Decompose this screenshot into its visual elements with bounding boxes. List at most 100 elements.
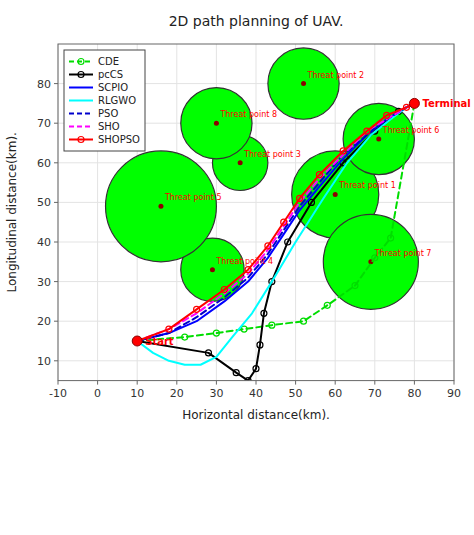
tick-y [54,162,58,163]
tick-label-x: 0 [94,387,101,400]
tick-label-x: 20 [170,387,184,400]
tick-label-y: 60 [37,157,51,170]
grid [58,44,454,381]
path-line [137,103,414,364]
legend-label: PSO [98,108,118,119]
tick-label-y: 30 [37,276,51,289]
path-marker [364,128,370,134]
path-line [137,103,414,380]
path-line [137,103,414,341]
title: 2D path planning of UAV. [169,13,344,29]
legend-label: CDE [98,56,119,67]
path-marker [324,302,330,308]
threat-center [210,267,215,272]
threat-center [158,204,163,209]
tick-label-y: 50 [37,196,51,209]
path-marker [285,239,291,245]
legend-swatch [69,61,93,63]
path-marker [388,235,394,241]
grid-line-y [58,360,454,361]
path-marker [352,283,358,289]
tick-y [54,242,58,243]
legend-label: SCPIO [98,82,128,93]
tick-label-x: 30 [209,387,223,400]
tick-y [54,321,58,322]
path-line [137,103,414,341]
path-marker [340,148,346,154]
tick-y [54,123,58,124]
endpoint-label: Start [145,336,174,347]
path-marker [308,199,314,205]
tick-label-x: 40 [249,387,263,400]
tick-label-x: 70 [368,387,382,400]
path-marker [233,370,239,376]
path-marker [261,310,267,316]
legend-swatch [69,74,93,76]
legend-swatch [69,100,93,102]
tick-label-x: 10 [130,387,144,400]
threat-circle [181,88,252,159]
legend-swatch [69,139,93,141]
tick-x [176,381,177,385]
legend: CDEpcCSSCPIORLGWOPSOSHOSHOPSO [64,50,145,151]
tick-y [54,83,58,84]
legend-swatch [69,126,93,128]
threat-label: Threat point 3 [243,150,301,159]
endpoint [132,336,142,346]
grid-line-x [256,44,257,381]
y-axis-label: Longitudinal distance(km). [5,132,19,292]
tick-label-x: 50 [289,387,303,400]
path-marker [301,318,307,324]
path-line [137,103,414,341]
path-marker [221,287,227,293]
tick-label-y: 20 [37,315,51,328]
threat-circle [323,214,418,309]
threat-label: Threat point 1 [338,181,396,190]
threat-label: Threat point 2 [307,71,365,80]
threat-label: Threat point 6 [382,126,440,135]
threat-center [238,160,243,165]
legend-swatch-marker [78,137,84,143]
path-marker [166,326,172,332]
legend-swatch [69,113,93,115]
path-marker [253,366,259,372]
path-marker [257,342,263,348]
path-marker [245,267,251,273]
x-axis-label: Horizontal distance(km). [182,408,330,422]
tick-x [97,381,98,385]
legend-label: SHOPSO [98,134,140,145]
path-line [137,103,414,341]
tick-y [54,281,58,282]
threat-label: Threat point 5 [164,193,222,202]
endpoint [409,98,419,108]
path-marker [281,219,287,225]
path-marker [205,350,211,356]
grid-line-y [58,321,454,322]
path-marker [213,330,219,336]
endpoint-label: Terminal [422,98,470,109]
chart: 2D path planning of UAV.-100102030405060… [0,0,474,535]
threat-center [376,137,381,142]
tick-x [454,381,455,385]
path-marker [241,326,247,332]
threat-circle [106,151,217,262]
path-marker [265,243,271,249]
tick-label-x: 80 [407,387,421,400]
legend-swatch [69,87,93,89]
tick-label-y: 40 [37,236,51,249]
threat-center [333,192,338,197]
threat-label: Threat point 7 [374,249,432,258]
grid-line-x [414,44,415,381]
legend-swatch-marker [78,72,84,78]
path-marker [316,172,322,178]
path-marker [182,334,188,340]
path-line [137,103,414,341]
tick-y [54,360,58,361]
threat-circle [268,48,339,119]
path-marker [384,112,390,118]
tick-label-x: 60 [328,387,342,400]
tick-x [137,381,138,385]
tick-x [216,381,217,385]
threat-label: Threat point 8 [219,110,277,119]
path-marker [269,322,275,328]
